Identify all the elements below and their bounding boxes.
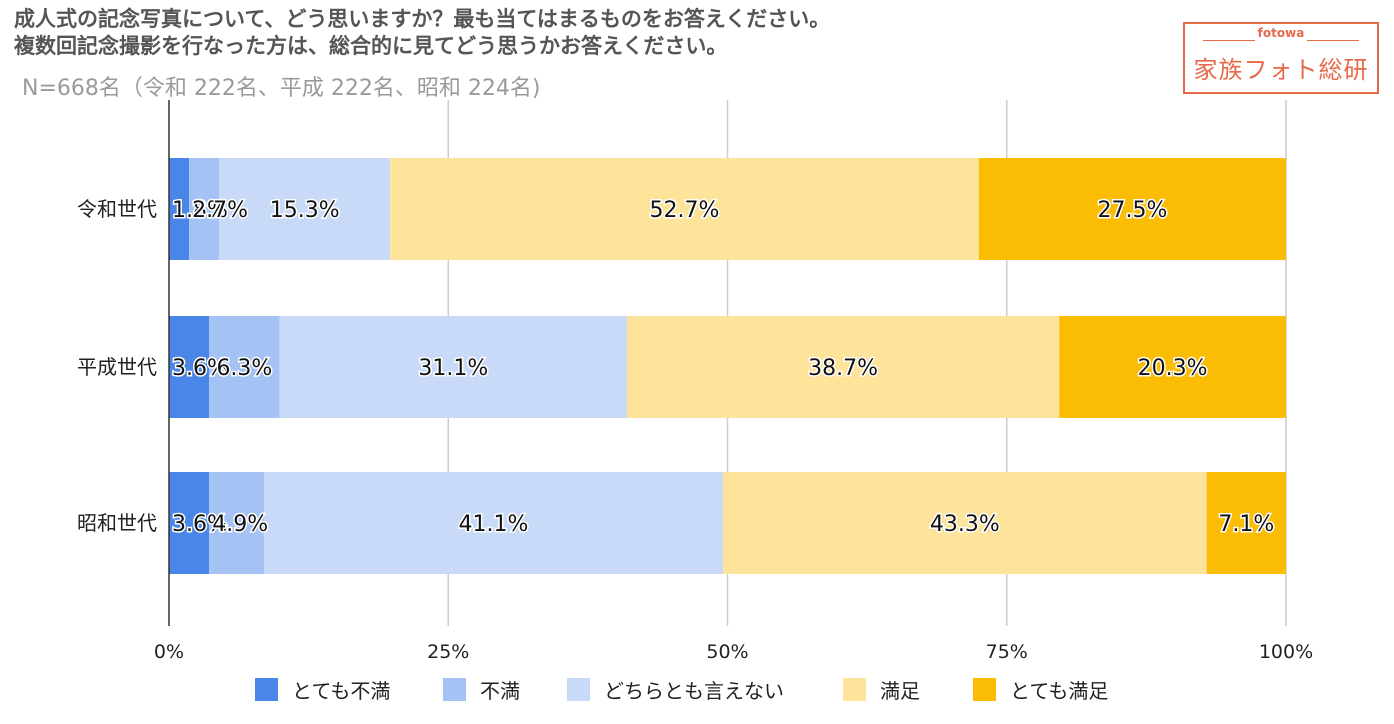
data-label: 15.3% bbox=[270, 198, 340, 223]
x-tick-label: 75% bbox=[986, 641, 1028, 663]
category-label: 令和世代 bbox=[77, 197, 157, 221]
bar-segment bbox=[1206, 472, 1286, 574]
bar-segment bbox=[263, 472, 724, 574]
bar-segment bbox=[209, 472, 264, 574]
data-label: 41.1% bbox=[459, 512, 529, 537]
x-tick-label: 100% bbox=[1259, 641, 1313, 663]
legend-label: 満足 bbox=[880, 679, 920, 703]
bar-segment bbox=[209, 316, 280, 418]
category-label: 平成世代 bbox=[77, 355, 157, 379]
bar-segment bbox=[390, 158, 979, 260]
legend-swatch bbox=[843, 678, 866, 701]
data-label: 3.6% bbox=[172, 512, 228, 537]
bar-segment bbox=[169, 316, 210, 418]
x-tick-label: 50% bbox=[706, 641, 748, 663]
data-label: 1.8% bbox=[172, 198, 228, 223]
bar-segment bbox=[169, 158, 190, 260]
logo-rule-right bbox=[1307, 40, 1359, 41]
data-label: 20.3% bbox=[1138, 356, 1208, 381]
bar-segment bbox=[279, 316, 627, 418]
logo-rule-left bbox=[1203, 40, 1255, 41]
legend-label: とても不満 bbox=[292, 679, 390, 703]
data-label: 4.9% bbox=[212, 512, 268, 537]
x-tick-label: 25% bbox=[427, 641, 469, 663]
legend-swatch bbox=[443, 678, 466, 701]
bar-segment bbox=[1059, 316, 1286, 418]
x-tick-label: 0% bbox=[154, 641, 184, 663]
legend-label: とても満足 bbox=[1010, 679, 1108, 703]
data-label: 3.6% bbox=[172, 356, 228, 381]
bar-segment bbox=[723, 472, 1207, 574]
bar-segment bbox=[169, 472, 210, 574]
chart-subtitle: N=668名（令和 222名、平成 222名、昭和 224名) bbox=[22, 76, 541, 101]
chart-title: 成人式の記念写真について、どう思いますか？最も当てはまるものをお答えください。 … bbox=[14, 6, 1164, 60]
data-label: 27.5% bbox=[1097, 198, 1167, 223]
bar-segment bbox=[219, 158, 391, 260]
legend-swatch bbox=[567, 678, 590, 701]
logo-small-text: fotowa bbox=[1257, 26, 1305, 40]
title-line-1: 成人式の記念写真について、どう思いますか？最も当てはまるものをお答えください。 bbox=[14, 7, 831, 31]
data-label: 2.7% bbox=[192, 198, 248, 223]
legend-swatch bbox=[973, 678, 996, 701]
bar-segment bbox=[626, 316, 1060, 418]
legend-label: どちらとも言えない bbox=[604, 679, 784, 703]
data-label: 6.3% bbox=[216, 356, 272, 381]
data-label: 7.1% bbox=[1218, 512, 1274, 537]
data-label: 52.7% bbox=[650, 198, 720, 223]
category-label: 昭和世代 bbox=[77, 511, 157, 535]
data-label: 38.7% bbox=[808, 356, 878, 381]
logo-main-text: 家族フォト総研 bbox=[1193, 56, 1369, 84]
fotowa-logo: fotowa 家族フォト総研 bbox=[1183, 22, 1379, 94]
legend-label: 不満 bbox=[480, 679, 520, 703]
bar-segment bbox=[189, 158, 220, 260]
data-label: 31.1% bbox=[418, 356, 488, 381]
title-line-2: 複数回記念撮影を行なった方は、総合的に見てどう思うかお答えください。 bbox=[14, 34, 728, 58]
bar-segment bbox=[978, 158, 1286, 260]
legend-swatch bbox=[255, 678, 278, 701]
data-label: 43.3% bbox=[930, 512, 1000, 537]
